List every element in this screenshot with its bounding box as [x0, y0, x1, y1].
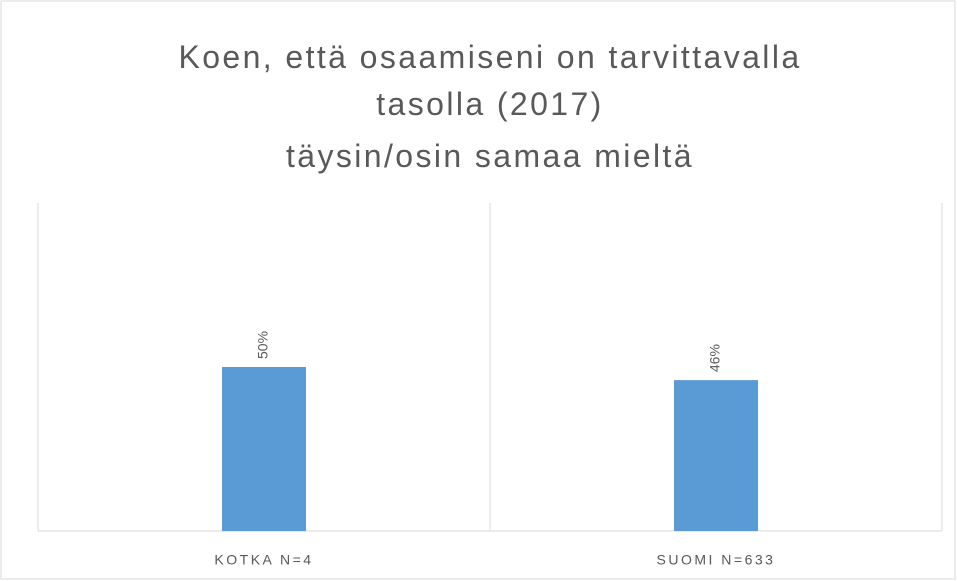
bar — [222, 367, 306, 531]
data-label: 50% — [255, 331, 271, 359]
data-label: 46% — [707, 344, 723, 372]
chart-title: Koen, että osaamiseni on tarvittavalla t… — [178, 39, 802, 122]
titles: Koen, että osaamiseni on tarvittavalla t… — [120, 34, 860, 180]
x-tick-label: SUOMI N=633 — [657, 552, 776, 568]
chart-subtitle: täysin/osin samaa mieltä — [286, 138, 694, 174]
x-tick-label: KOTKA N=4 — [214, 552, 313, 568]
bar — [674, 380, 758, 531]
